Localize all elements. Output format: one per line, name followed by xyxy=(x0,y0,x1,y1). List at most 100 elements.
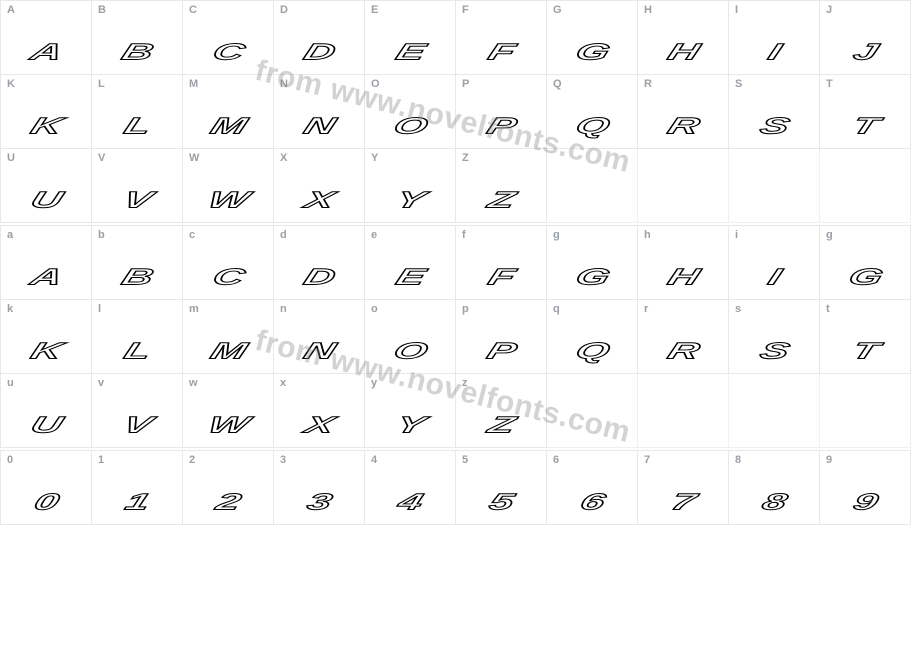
glyph-cell: LL xyxy=(92,75,183,149)
cell-glyph: J xyxy=(858,38,873,66)
cell-label: b xyxy=(98,229,105,241)
cell-label: O xyxy=(371,78,380,90)
glyph-cell: XX xyxy=(274,149,365,223)
cell-glyph: D xyxy=(309,38,328,66)
glyph-cell: QQ xyxy=(547,75,638,149)
glyph-cell: KK xyxy=(1,75,92,149)
cell-glyph: R xyxy=(673,112,692,140)
cell-glyph: A xyxy=(36,38,55,66)
cell-label: p xyxy=(462,303,469,315)
cell-label: X xyxy=(280,152,287,164)
cell-glyph: Y xyxy=(401,186,419,214)
cell-glyph: Y xyxy=(401,411,419,439)
cell-glyph: V xyxy=(128,186,146,214)
glyph-cell: eE xyxy=(365,226,456,300)
cell-glyph: Q xyxy=(582,112,603,140)
cell-label: f xyxy=(462,229,466,241)
glyph-cell: SS xyxy=(729,75,820,149)
glyph-cell: DD xyxy=(274,1,365,75)
glyph-cell: dD xyxy=(274,226,365,300)
cell-glyph: X xyxy=(310,186,328,214)
cell-label: a xyxy=(7,229,13,241)
cell-label: 3 xyxy=(280,454,286,466)
cell-glyph: M xyxy=(217,112,239,140)
glyph-cell: oO xyxy=(365,300,456,374)
cell-label: w xyxy=(189,377,198,389)
glyph-cell: aA xyxy=(1,226,92,300)
cell-label: G xyxy=(553,4,562,16)
cell-label: L xyxy=(98,78,105,90)
glyph-cell xyxy=(820,149,911,223)
cell-label: q xyxy=(553,303,560,315)
cell-glyph: 8 xyxy=(767,488,782,516)
cell-glyph: 5 xyxy=(494,488,509,516)
cell-glyph: 3 xyxy=(312,488,327,516)
cell-glyph: R xyxy=(673,337,692,365)
cell-label: Y xyxy=(371,152,378,164)
glyph-cell: kK xyxy=(1,300,92,374)
cell-label: 9 xyxy=(826,454,832,466)
cell-label: i xyxy=(735,229,738,241)
glyph-cell: yY xyxy=(365,374,456,448)
cell-glyph: 7 xyxy=(676,488,691,516)
glyph-cell: YY xyxy=(365,149,456,223)
cell-label: 5 xyxy=(462,454,468,466)
cell-glyph: E xyxy=(401,38,419,66)
cell-label: v xyxy=(98,377,104,389)
cell-label: k xyxy=(7,303,13,315)
cell-glyph: P xyxy=(492,112,510,140)
glyph-cell: 00 xyxy=(1,451,92,525)
cell-label: x xyxy=(280,377,286,389)
cell-glyph: K xyxy=(36,112,55,140)
cell-label: M xyxy=(189,78,198,90)
cell-label: V xyxy=(98,152,105,164)
cell-label: 0 xyxy=(7,454,13,466)
cell-label: d xyxy=(280,229,287,241)
glyph-cell xyxy=(638,374,729,448)
glyph-cell: cC xyxy=(183,226,274,300)
glyph-cell: 99 xyxy=(820,451,911,525)
cell-glyph: H xyxy=(673,263,692,291)
glyph-cell: RR xyxy=(638,75,729,149)
glyph-cell xyxy=(820,374,911,448)
glyph-cell: 11 xyxy=(92,451,183,525)
glyph-cell: UU xyxy=(1,149,92,223)
glyph-cell: uU xyxy=(1,374,92,448)
cell-glyph: U xyxy=(36,411,55,439)
cell-glyph: H xyxy=(673,38,692,66)
glyph-cell: NN xyxy=(274,75,365,149)
cell-glyph: M xyxy=(217,337,239,365)
cell-glyph: C xyxy=(218,38,237,66)
cell-label: F xyxy=(462,4,469,16)
cell-label: E xyxy=(371,4,378,16)
cell-glyph: W xyxy=(215,186,240,214)
cell-glyph: Z xyxy=(493,411,509,439)
glyph-cell: AA xyxy=(1,1,92,75)
cell-glyph: F xyxy=(493,38,509,66)
glyph-cell: VV xyxy=(92,149,183,223)
cell-glyph: O xyxy=(400,112,421,140)
glyph-cell: 77 xyxy=(638,451,729,525)
cell-glyph: E xyxy=(401,263,419,291)
cell-glyph: 2 xyxy=(221,488,236,516)
cell-label: r xyxy=(644,303,648,315)
cell-label: A xyxy=(7,4,15,16)
cell-glyph: N xyxy=(309,112,328,140)
cell-label: g xyxy=(553,229,560,241)
cell-label: n xyxy=(280,303,287,315)
glyph-cell: iI xyxy=(729,226,820,300)
glyph-cell: 33 xyxy=(274,451,365,525)
glyph-cell: fF xyxy=(456,226,547,300)
cell-label: C xyxy=(189,4,197,16)
cell-label: 6 xyxy=(553,454,559,466)
cell-label: e xyxy=(371,229,377,241)
cell-glyph: 4 xyxy=(403,488,418,516)
cell-label: z xyxy=(462,377,468,389)
cell-glyph: 0 xyxy=(39,488,54,516)
glyph-cell: HH xyxy=(638,1,729,75)
glyph-cell: pP xyxy=(456,300,547,374)
glyph-cell: sS xyxy=(729,300,820,374)
cell-label: K xyxy=(7,78,15,90)
glyph-cell: OO xyxy=(365,75,456,149)
cell-label: H xyxy=(644,4,652,16)
